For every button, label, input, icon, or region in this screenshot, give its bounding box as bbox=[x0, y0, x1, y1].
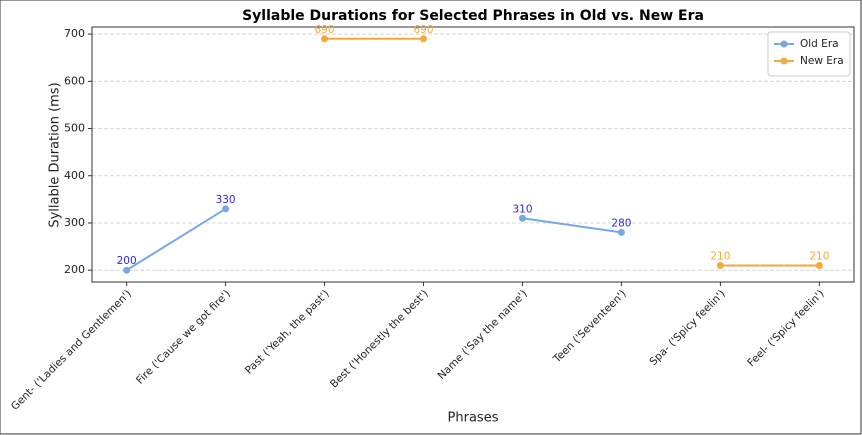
point bbox=[518, 214, 526, 222]
point bbox=[815, 261, 823, 269]
y-tick-label: 700 bbox=[64, 27, 85, 40]
chart-title: Syllable Durations for Selected Phrases … bbox=[242, 8, 704, 24]
x-axis-label: Phrases bbox=[448, 411, 499, 426]
legend-label: New Era bbox=[800, 55, 844, 67]
y-tick-label: 500 bbox=[64, 122, 85, 135]
data-label: 330 bbox=[216, 194, 236, 206]
data-label: 200 bbox=[117, 255, 137, 267]
point bbox=[123, 266, 131, 274]
series-line bbox=[324, 37, 820, 267]
data-label: 310 bbox=[512, 203, 532, 215]
y-tick-label: 600 bbox=[64, 74, 85, 87]
y-axis-label: Syllable Duration (ms) bbox=[48, 82, 63, 227]
y-tick-label: 300 bbox=[64, 216, 85, 229]
y-tick-label: 400 bbox=[64, 169, 85, 182]
legend-marker bbox=[780, 40, 788, 48]
point bbox=[321, 35, 329, 43]
data-label: 210 bbox=[809, 250, 829, 262]
point bbox=[420, 35, 428, 43]
legend-label: Old Era bbox=[800, 38, 839, 50]
y-tick-label: 200 bbox=[64, 263, 85, 276]
data-label: 690 bbox=[315, 24, 335, 36]
data-label: 690 bbox=[413, 24, 433, 36]
data-label: 280 bbox=[611, 217, 631, 229]
data-label: 210 bbox=[710, 250, 730, 262]
legend-marker bbox=[780, 57, 788, 65]
point bbox=[222, 205, 230, 213]
plot-frame bbox=[91, 26, 855, 283]
point bbox=[617, 228, 625, 236]
series-line bbox=[126, 207, 622, 272]
point bbox=[716, 261, 724, 269]
